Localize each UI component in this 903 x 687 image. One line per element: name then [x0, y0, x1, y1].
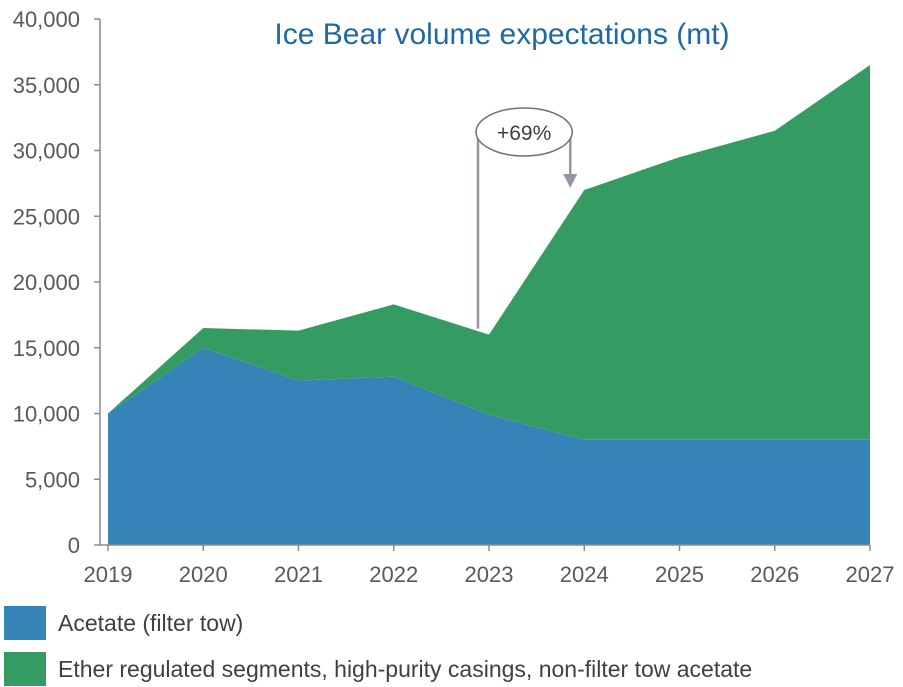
y-tick-label: 20,000 — [13, 270, 80, 295]
annotation-arrowhead — [563, 173, 578, 188]
chart: 0 5,000 10,000 15,000 20,000 25,000 30,000 35,0… — [13, 7, 895, 587]
x-tick-label: 2025 — [655, 562, 704, 587]
chart-areas — [108, 65, 870, 545]
y-tick-label: 30,000 — [13, 139, 80, 164]
legend-item-other: Ether regulated segments, high-purity ca… — [4, 652, 752, 686]
legend-item-acetate: Acetate (filter tow) — [4, 606, 243, 640]
x-tick-label: 2026 — [750, 562, 799, 587]
legend-swatch-other — [4, 652, 46, 686]
x-tick-label: 2027 — [846, 562, 895, 587]
legend-label-acetate: Acetate (filter tow) — [58, 609, 244, 636]
x-tick-label: 2023 — [465, 562, 514, 587]
y-tick-label: 35,000 — [13, 73, 80, 98]
y-tick-label: 5,000 — [25, 467, 80, 492]
y-tick-label: 40,000 — [13, 7, 80, 32]
y-tick-label: 0 — [68, 533, 80, 558]
x-tick-label: 2024 — [560, 562, 609, 587]
legend-label-other: Ether regulated segments, high-purity ca… — [58, 655, 753, 682]
x-tick-label: 2021 — [274, 562, 323, 587]
y-axis: 0 5,000 10,000 15,000 20,000 25,000 30,000 35,0… — [13, 7, 101, 558]
growth-annotation: +69% — [475, 107, 578, 329]
y-tick-label: 15,000 — [13, 336, 80, 361]
annotation-bubble — [475, 107, 573, 157]
chart-title: Ice Bear volume expectations (mt) — [274, 18, 729, 51]
area-series-0 — [108, 347, 870, 545]
legend-swatch-acetate — [4, 606, 46, 640]
x-axis: 2019 2020 2021 2022 2023 2024 2025 2026 2027 — [84, 544, 895, 587]
x-tick-label: 2019 — [84, 562, 133, 587]
y-tick-label: 25,000 — [13, 204, 80, 229]
area-series-1 — [108, 65, 870, 440]
annotation-label: +69% — [497, 122, 551, 145]
x-tick-label: 2022 — [369, 562, 418, 587]
y-tick-label: 10,000 — [13, 402, 80, 427]
x-tick-label: 2020 — [179, 562, 228, 587]
